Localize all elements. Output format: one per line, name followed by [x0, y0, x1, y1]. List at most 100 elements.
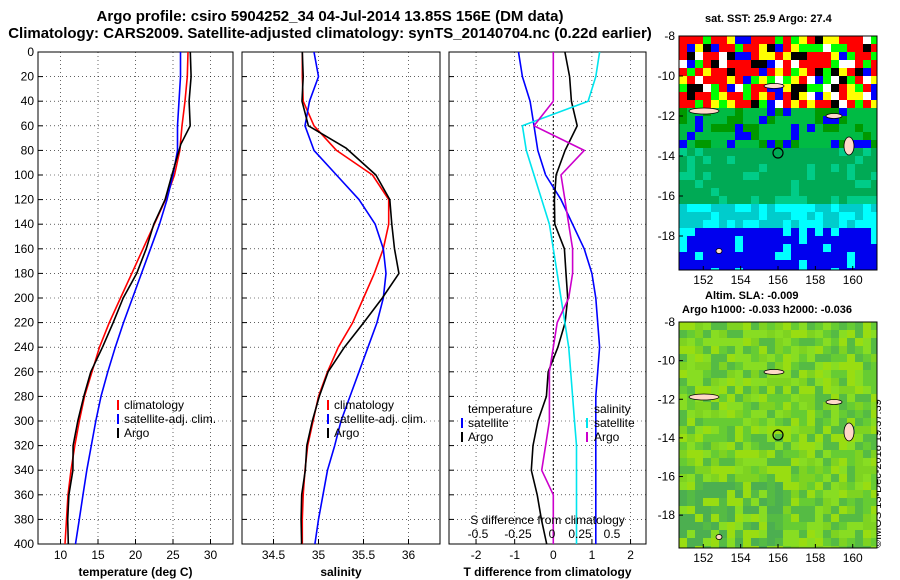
map-cell	[735, 76, 743, 84]
map-cell	[871, 124, 877, 132]
map-cell	[799, 322, 807, 330]
map-cell	[855, 196, 863, 204]
map-cell	[751, 482, 759, 490]
map-cell	[871, 546, 877, 548]
map-cell	[735, 450, 743, 458]
map-cell	[871, 466, 877, 474]
map-cell	[775, 490, 783, 498]
map-cell	[775, 506, 783, 514]
map-cell	[687, 434, 695, 442]
map-cell	[711, 442, 719, 450]
map-cell	[799, 434, 807, 442]
map-cell	[831, 36, 839, 44]
map-cell	[799, 418, 807, 426]
map-cell	[791, 188, 799, 196]
map-cell	[791, 530, 799, 538]
map-cell	[855, 268, 863, 270]
map-cell	[735, 228, 743, 236]
map-cell	[711, 362, 719, 370]
map-cell	[863, 180, 871, 188]
map-cell	[775, 338, 783, 346]
map-cell	[799, 252, 807, 260]
map-cell	[743, 498, 751, 506]
map-cell	[791, 410, 799, 418]
map-cell	[775, 212, 783, 220]
map-cell	[727, 322, 735, 330]
map-cell	[831, 148, 839, 156]
map-cell	[735, 546, 743, 548]
map-cell	[855, 228, 863, 236]
map-cell	[871, 68, 877, 76]
map-cell	[807, 338, 815, 346]
map-cell	[711, 418, 719, 426]
map-cell	[719, 530, 727, 538]
x-axis-label: temperature (deg C)	[78, 565, 192, 579]
map-cell	[743, 196, 751, 204]
map-cell	[695, 140, 703, 148]
map-cell	[711, 490, 719, 498]
map-cell	[687, 260, 695, 268]
axes-frame	[37, 51, 234, 545]
map-cell	[703, 426, 711, 434]
map-cell	[703, 370, 711, 378]
map-cell	[767, 458, 775, 466]
map-cell	[823, 92, 831, 100]
map-cell	[687, 538, 695, 546]
map-cell	[831, 514, 839, 522]
map-cell	[823, 538, 831, 546]
panel-difference: -2 -1 0 1 2T difference from climatologytemp…	[448, 51, 647, 579]
map-cell	[799, 458, 807, 466]
map-cell	[735, 236, 743, 244]
map-cell	[863, 252, 871, 260]
map-cell	[839, 140, 847, 148]
map-cell	[791, 546, 799, 548]
map-cell	[727, 450, 735, 458]
map-cell	[727, 44, 735, 52]
map-cell	[831, 124, 839, 132]
map-cell	[815, 44, 823, 52]
map-cell	[711, 212, 719, 220]
map-cell	[687, 140, 695, 148]
map-cell	[807, 378, 815, 386]
map-cell	[695, 362, 703, 370]
map-cell	[727, 418, 735, 426]
map-cell	[831, 354, 839, 362]
map-cell	[687, 346, 695, 354]
map-cell	[679, 212, 687, 220]
map-cell	[815, 260, 823, 268]
map-cell	[871, 244, 877, 252]
map-cell	[767, 172, 775, 180]
map-cell	[767, 530, 775, 538]
map-cell	[703, 362, 711, 370]
profile-location-marker	[772, 429, 784, 441]
map-cell	[711, 228, 719, 236]
map-cell	[703, 338, 711, 346]
map-cell	[775, 92, 783, 100]
map-cell	[727, 522, 735, 530]
map-cell	[703, 212, 711, 220]
map-cell	[695, 410, 703, 418]
map-cell	[727, 546, 735, 548]
x-tick-label: -1	[509, 548, 520, 562]
map-cell	[799, 362, 807, 370]
map-cell	[719, 212, 727, 220]
map-cell	[687, 124, 695, 132]
map-cell	[751, 60, 759, 68]
map-cell	[759, 244, 767, 252]
map-cell	[775, 402, 783, 410]
title-line-2: Climatology: CARS2009. Satellite-adjuste…	[8, 25, 652, 42]
map-cell	[703, 244, 711, 252]
map-cell	[799, 370, 807, 378]
map-cell	[759, 330, 767, 338]
map-cell	[711, 156, 719, 164]
map-cell	[799, 52, 807, 60]
map-cell	[719, 156, 727, 164]
map-cell	[783, 490, 791, 498]
map-cell	[735, 92, 743, 100]
map-cell	[703, 474, 711, 482]
x-axis-label: salinity	[320, 565, 362, 579]
map-cell	[679, 148, 687, 156]
map-cell	[783, 346, 791, 354]
map-cell	[807, 244, 815, 252]
map-cell	[687, 330, 695, 338]
